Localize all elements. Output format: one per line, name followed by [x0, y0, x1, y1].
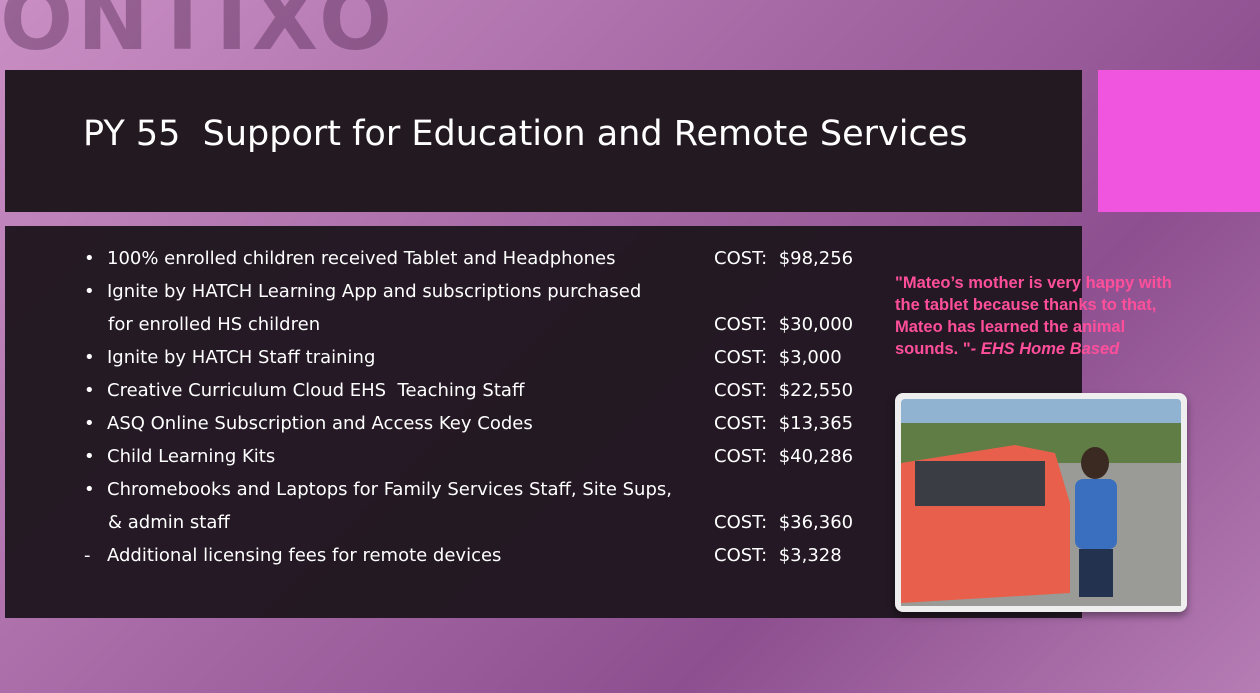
item-cost: COST: $30,000 — [714, 314, 854, 335]
quote-text: "Mateo’s mother is very happy with the t… — [895, 274, 1172, 358]
item-cost: COST: $22,550 — [714, 380, 854, 401]
bullet: • — [84, 446, 95, 467]
accent-square — [1098, 70, 1260, 212]
photo-car-window — [915, 461, 1045, 506]
bullet: • — [84, 281, 95, 302]
photo-person-body — [1075, 479, 1117, 549]
bullet: • — [84, 248, 95, 269]
item-text: Ignite by HATCH Learning App and subscri… — [107, 281, 642, 302]
item-cost: COST: $36,360 — [714, 512, 854, 533]
quote: "Mateo’s mother is very happy with the t… — [895, 272, 1175, 360]
item-text: 100% enrolled children received Tablet a… — [107, 248, 616, 269]
bullet: • — [84, 347, 95, 368]
item-text: & admin staff — [108, 512, 230, 533]
item-cost: COST: $40,286 — [714, 446, 854, 467]
item-text: Additional licensing fees for remote dev… — [107, 545, 502, 566]
item-cost: COST: $3,328 — [714, 545, 842, 566]
item-text: Child Learning Kits — [107, 446, 276, 467]
item-text: Ignite by HATCH Staff training — [107, 347, 376, 368]
item-text: ASQ Online Subscription and Access Key C… — [107, 413, 533, 434]
photo-person-legs — [1079, 549, 1113, 597]
bullet: • — [84, 413, 95, 434]
bullet: - — [84, 545, 91, 566]
bullet: • — [84, 380, 95, 401]
item-cost: COST: $13,365 — [714, 413, 854, 434]
item-text: Creative Curriculum Cloud EHS Teaching S… — [107, 380, 525, 401]
item-cost: COST: $3,000 — [714, 347, 842, 368]
title-bar: PY 55 Support for Education and Remote S… — [5, 70, 1082, 212]
item-cost: COST: $98,256 — [714, 248, 854, 269]
logo: ONTIXO — [0, 0, 397, 70]
photo — [895, 393, 1187, 612]
photo-person-head — [1081, 447, 1109, 479]
item-text: Chromebooks and Laptops for Family Servi… — [107, 479, 672, 500]
quote-attribution: - EHS Home Based — [970, 340, 1120, 358]
bullet: • — [84, 479, 95, 500]
item-text: for enrolled HS children — [108, 314, 321, 335]
title: PY 55 Support for Education and Remote S… — [83, 114, 968, 154]
